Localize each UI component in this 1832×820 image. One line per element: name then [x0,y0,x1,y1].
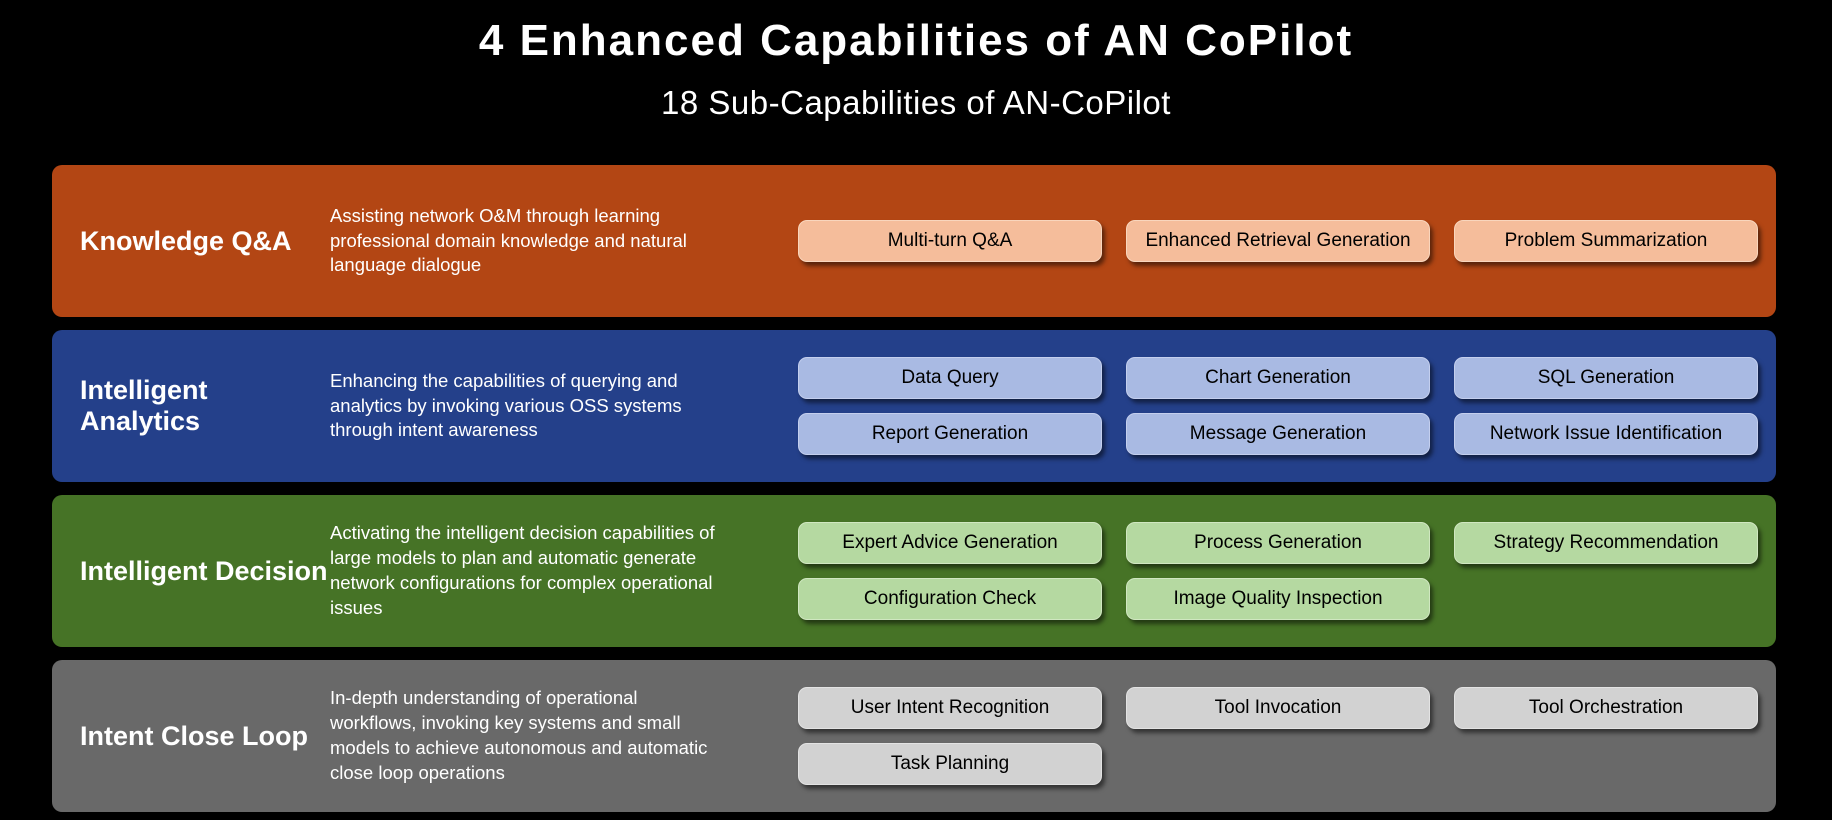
capability-row-knowledge-qa: Knowledge Q&A Assisting network O&M thro… [52,165,1776,317]
sub-capability-chip: Configuration Check [798,578,1102,620]
sub-capability-chip: SQL Generation [1454,357,1758,399]
sub-capability-chip: Message Generation [1126,413,1430,455]
sub-capability-chip: Report Generation [798,413,1102,455]
sub-capability-chip: Multi-turn Q&A [798,220,1102,262]
sub-capability-chip: Enhanced Retrieval Generation [1126,220,1430,262]
sub-capability-chip: Network Issue Identification [1454,413,1758,455]
sub-capability-grid: Data Query Chart Generation SQL Generation… [798,357,1758,455]
page-title: 4 Enhanced Capabilities of AN CoPilot [478,16,1354,65]
capability-rows: Knowledge Q&A Assisting network O&M thro… [52,165,1776,820]
page-subtitle: 18 Sub-Capabilities of AN-CoPilot [661,84,1171,121]
sub-capability-grid: Expert Advice Generation Process Generati… [798,522,1758,620]
sub-capability-chip: Chart Generation [1126,357,1430,399]
sub-capability-chip: Tool Invocation [1126,687,1430,729]
sub-capability-grid: User Intent Recognition Tool Invocation To… [798,687,1758,785]
capability-row-intelligent-decision: Intelligent Decision Activating the inte… [52,495,1776,647]
capability-description: Enhancing the capabilities of querying a… [330,369,682,441]
sub-capability-chip: Data Query [798,357,1102,399]
sub-capability-chip: Expert Advice Generation [798,522,1102,564]
sub-capability-chip: User Intent Recognition [798,687,1102,729]
capability-row-intent-close-loop: Intent Close Loop In-depth understanding… [52,660,1776,812]
capability-description: In-depth understanding of operational wo… [330,687,708,783]
sub-capability-chip: Strategy Recommendation [1454,522,1758,564]
sub-capability-chip: Process Generation [1126,522,1430,564]
capability-description: Assisting network O&M through learning p… [330,204,687,276]
sub-capability-chip: Tool Orchestration [1454,687,1758,729]
sub-capability-chip: Problem Summarization [1454,220,1758,262]
capability-title: Intent Close Loop [80,720,308,751]
sub-capability-chip: Task Planning [798,743,1102,785]
sub-capability-chip: Image Quality Inspection [1126,578,1430,620]
capability-title: Intelligent Analytics [80,375,208,436]
diagram-header: 4 Enhanced Capabilities of AN CoPilot 18… [0,0,1832,122]
sub-capability-grid: Multi-turn Q&A Enhanced Retrieval Generat… [798,220,1758,262]
capability-description: Activating the intelligent decision capa… [330,522,715,618]
capability-title: Intelligent Decision [80,555,328,586]
capability-row-intelligent-analytics: Intelligent Analytics Enhancing the capa… [52,330,1776,482]
capability-title: Knowledge Q&A [80,225,292,256]
